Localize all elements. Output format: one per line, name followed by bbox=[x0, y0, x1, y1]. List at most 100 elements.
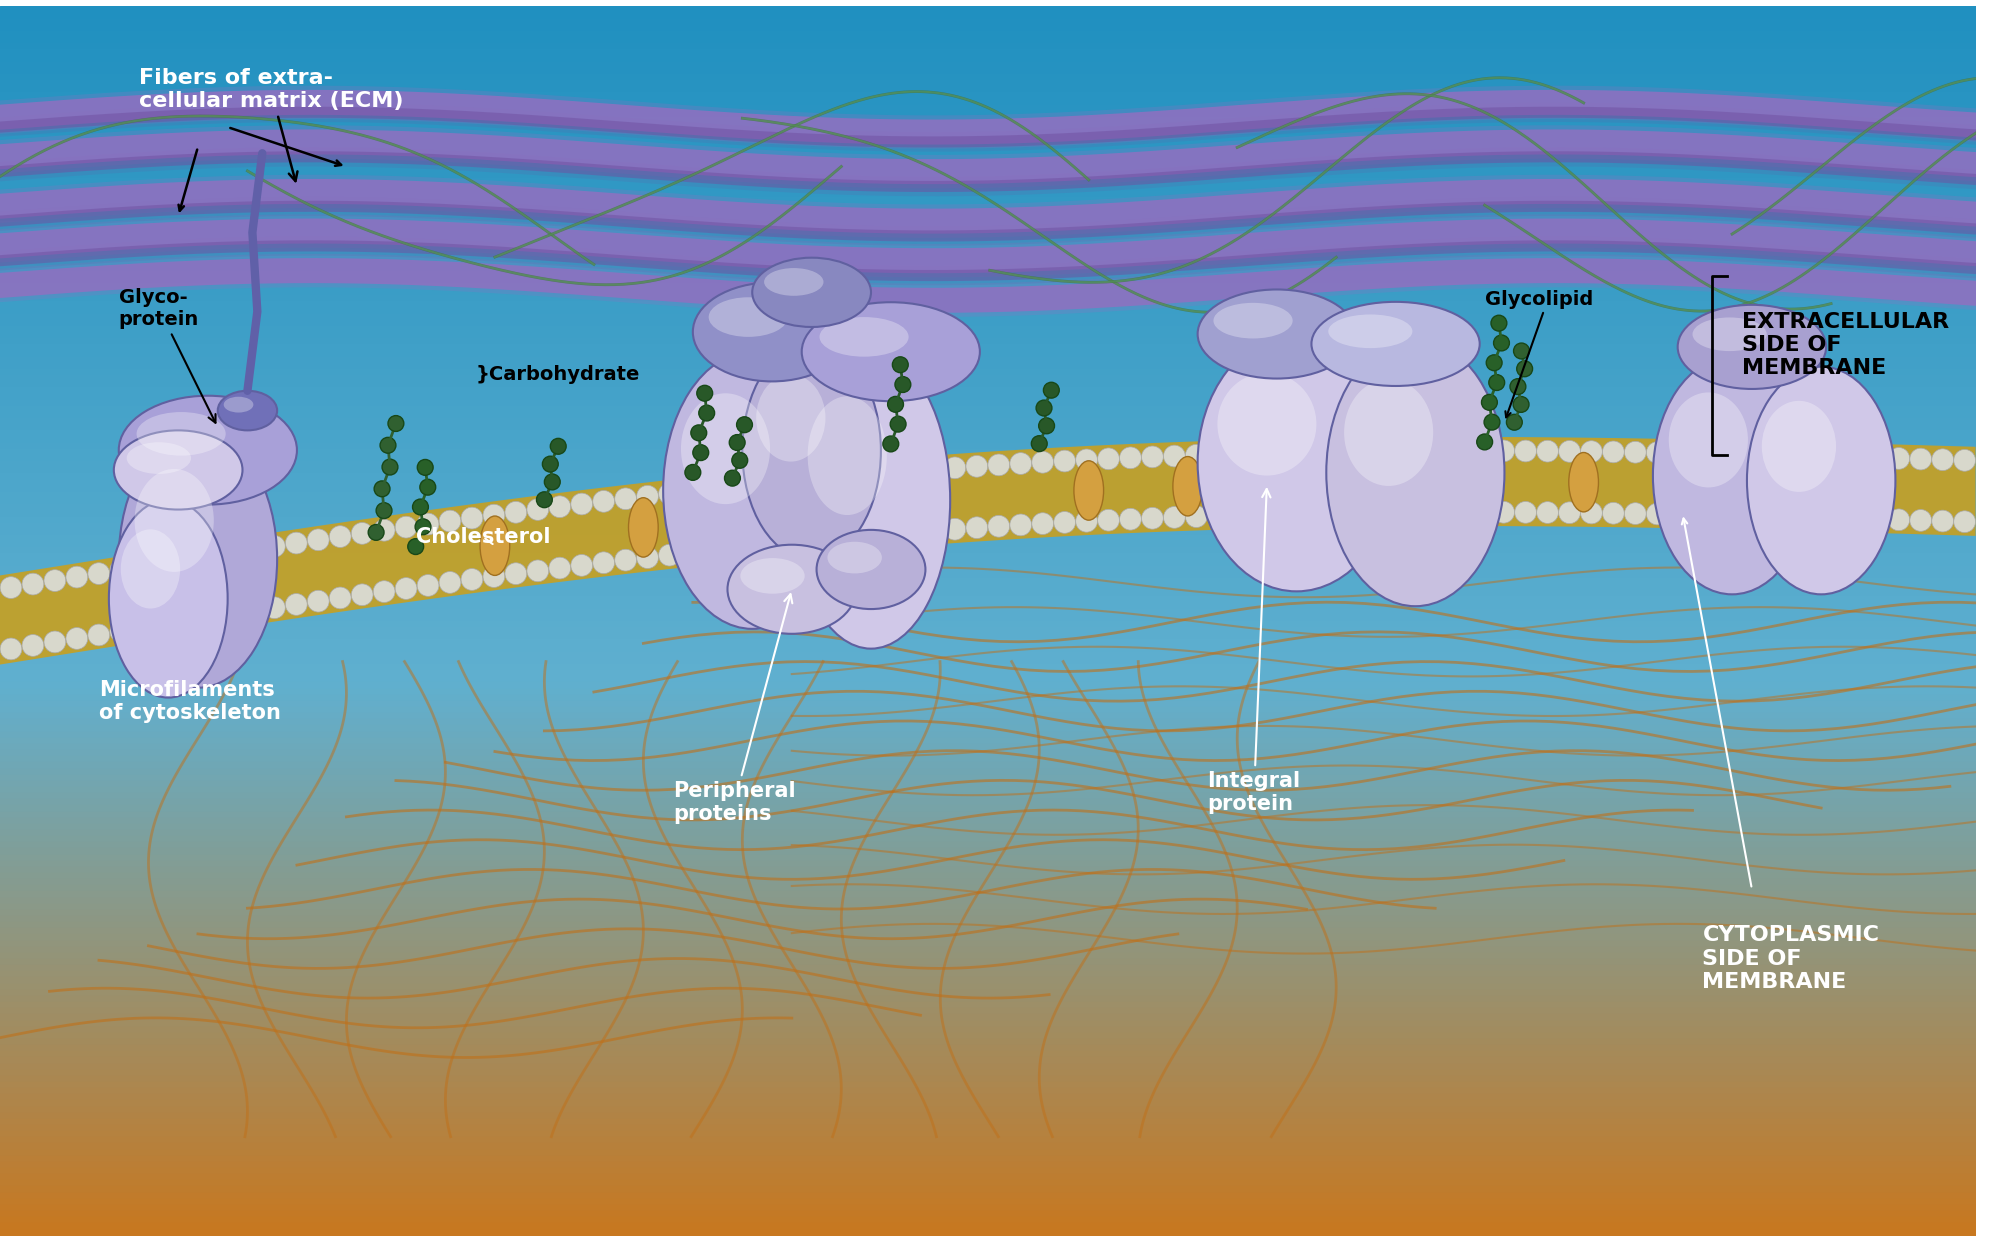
Circle shape bbox=[637, 546, 659, 569]
Polygon shape bbox=[0, 1131, 1976, 1138]
Polygon shape bbox=[0, 62, 1976, 68]
Ellipse shape bbox=[820, 317, 908, 356]
Circle shape bbox=[1032, 436, 1048, 452]
Polygon shape bbox=[0, 609, 1976, 615]
Circle shape bbox=[551, 438, 567, 455]
Circle shape bbox=[703, 478, 725, 501]
Polygon shape bbox=[0, 725, 1976, 732]
Circle shape bbox=[461, 569, 483, 590]
Polygon shape bbox=[0, 215, 1976, 221]
Text: CYTOPLASMIC
SIDE OF
MEMBRANE: CYTOPLASMIC SIDE OF MEMBRANE bbox=[1703, 925, 1880, 991]
Polygon shape bbox=[0, 886, 1976, 892]
Polygon shape bbox=[0, 123, 1976, 129]
Polygon shape bbox=[0, 892, 1976, 898]
Ellipse shape bbox=[828, 542, 882, 574]
Circle shape bbox=[571, 554, 593, 576]
Circle shape bbox=[1251, 504, 1273, 525]
Ellipse shape bbox=[709, 297, 788, 337]
Ellipse shape bbox=[120, 431, 277, 688]
Circle shape bbox=[367, 524, 383, 540]
Circle shape bbox=[1427, 502, 1449, 523]
Polygon shape bbox=[0, 308, 1976, 314]
Ellipse shape bbox=[693, 282, 850, 381]
Circle shape bbox=[1491, 315, 1507, 332]
Polygon shape bbox=[0, 1156, 1976, 1161]
Circle shape bbox=[1142, 508, 1164, 529]
Circle shape bbox=[1383, 440, 1405, 462]
Circle shape bbox=[1038, 417, 1054, 433]
Circle shape bbox=[417, 575, 439, 596]
Circle shape bbox=[88, 563, 110, 585]
Polygon shape bbox=[0, 769, 1976, 775]
Polygon shape bbox=[0, 861, 1976, 867]
Text: Glycolipid: Glycolipid bbox=[1485, 291, 1593, 309]
Polygon shape bbox=[0, 92, 1976, 98]
Ellipse shape bbox=[727, 545, 856, 633]
Circle shape bbox=[1208, 505, 1230, 527]
Circle shape bbox=[637, 486, 659, 507]
Polygon shape bbox=[0, 1033, 1976, 1040]
Circle shape bbox=[1932, 448, 1954, 471]
Polygon shape bbox=[0, 1223, 1976, 1230]
Circle shape bbox=[417, 513, 439, 535]
Circle shape bbox=[263, 597, 285, 619]
Polygon shape bbox=[0, 81, 1976, 86]
Circle shape bbox=[1507, 415, 1523, 430]
Polygon shape bbox=[0, 258, 1976, 265]
Circle shape bbox=[66, 627, 88, 650]
Ellipse shape bbox=[1325, 339, 1505, 606]
Polygon shape bbox=[0, 394, 1976, 400]
Circle shape bbox=[307, 590, 329, 612]
Text: Cholesterol: Cholesterol bbox=[415, 527, 551, 546]
Polygon shape bbox=[0, 953, 1976, 959]
Circle shape bbox=[1625, 503, 1647, 524]
Circle shape bbox=[527, 498, 549, 520]
Polygon shape bbox=[0, 246, 1976, 252]
Circle shape bbox=[1735, 443, 1756, 466]
Polygon shape bbox=[0, 652, 1976, 658]
Polygon shape bbox=[0, 922, 1976, 928]
Polygon shape bbox=[0, 75, 1976, 81]
Polygon shape bbox=[0, 467, 1976, 473]
Circle shape bbox=[1164, 507, 1186, 528]
Circle shape bbox=[1778, 505, 1800, 528]
Polygon shape bbox=[0, 486, 1976, 492]
Circle shape bbox=[1120, 447, 1142, 468]
Circle shape bbox=[1032, 513, 1054, 534]
Polygon shape bbox=[0, 633, 1976, 640]
Circle shape bbox=[1756, 445, 1778, 466]
Polygon shape bbox=[0, 959, 1976, 965]
Circle shape bbox=[1471, 502, 1493, 523]
Ellipse shape bbox=[120, 529, 180, 609]
Circle shape bbox=[834, 527, 856, 549]
Polygon shape bbox=[0, 498, 1976, 504]
Circle shape bbox=[1513, 343, 1529, 359]
Circle shape bbox=[988, 455, 1010, 476]
Circle shape bbox=[1487, 355, 1503, 370]
Polygon shape bbox=[0, 658, 1976, 664]
Polygon shape bbox=[0, 283, 1976, 289]
Circle shape bbox=[505, 502, 527, 523]
Polygon shape bbox=[0, 473, 1976, 479]
Text: Integral
protein: Integral protein bbox=[1208, 489, 1301, 814]
Polygon shape bbox=[0, 990, 1976, 996]
Circle shape bbox=[407, 539, 423, 554]
Polygon shape bbox=[0, 314, 1976, 320]
Circle shape bbox=[747, 535, 768, 556]
Circle shape bbox=[22, 635, 44, 656]
Polygon shape bbox=[0, 461, 1976, 467]
Circle shape bbox=[882, 436, 898, 452]
Polygon shape bbox=[0, 350, 1976, 356]
Polygon shape bbox=[0, 104, 1976, 111]
Polygon shape bbox=[0, 713, 1976, 719]
Circle shape bbox=[1054, 450, 1076, 472]
Circle shape bbox=[1339, 502, 1361, 524]
Circle shape bbox=[1511, 379, 1525, 395]
Polygon shape bbox=[0, 971, 1976, 977]
Circle shape bbox=[693, 445, 709, 461]
Polygon shape bbox=[0, 800, 1976, 805]
Polygon shape bbox=[0, 750, 1976, 756]
Circle shape bbox=[1485, 415, 1499, 430]
Circle shape bbox=[379, 437, 395, 453]
Circle shape bbox=[0, 638, 22, 660]
